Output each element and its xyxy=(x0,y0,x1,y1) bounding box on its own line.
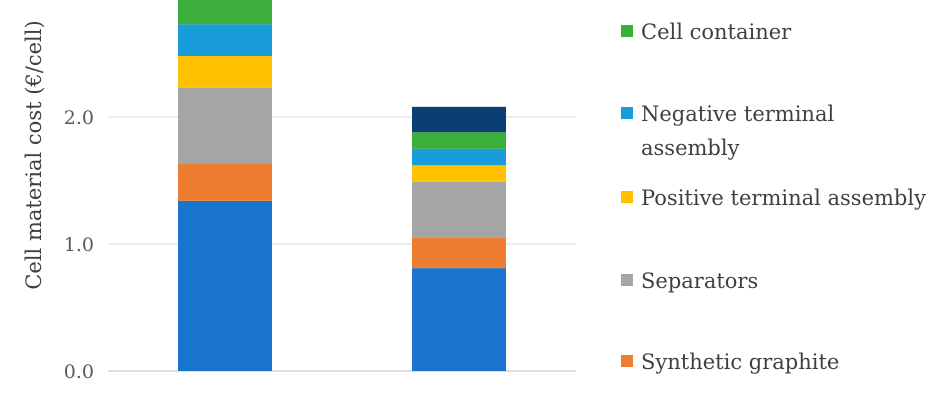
bar-segment-base xyxy=(412,268,506,371)
legend-label-separators: Separators xyxy=(641,269,758,293)
legend-swatch-separators xyxy=(621,274,633,286)
bar-segment-base xyxy=(178,200,272,371)
legend-swatch-negative-terminal-assembly xyxy=(621,107,633,119)
bar-segment-separators xyxy=(412,181,506,238)
y-tick-label: 0.0 xyxy=(64,361,94,383)
bar-segment-positive-terminal-assembly xyxy=(412,165,506,182)
y-axis-title: Cell material cost (€/cell) xyxy=(22,20,46,289)
bar-segment-negative-terminal-assembly xyxy=(412,148,506,166)
bar-segment-cell-container xyxy=(178,0,272,25)
bar-segment-top xyxy=(412,106,506,133)
bar-segment-separators xyxy=(178,87,272,164)
legend-swatch-cell-container xyxy=(621,25,633,37)
y-tick-labels: 0.0 1.0 2.0 xyxy=(64,107,94,383)
legend-label-cell-container: Cell container xyxy=(641,20,792,44)
legend-label-negative-terminal-assembly: Negative terminal assembly xyxy=(641,102,834,160)
bar-segment-synthetic-graphite xyxy=(178,163,272,201)
bar-segment-cell-container xyxy=(412,132,506,149)
legend-label-positive-terminal-assembly: Positive terminal assembly xyxy=(641,186,926,210)
bar-segment-synthetic-graphite xyxy=(412,237,506,269)
y-tick-label: 1.0 xyxy=(64,234,94,256)
y-tick-label: 2.0 xyxy=(64,107,94,129)
legend-swatch-positive-terminal-assembly xyxy=(621,191,633,203)
bar-segment-positive-terminal-assembly xyxy=(178,56,272,88)
legend-label-synthetic-graphite: Synthetic graphite xyxy=(641,350,839,374)
bar-segment-negative-terminal-assembly xyxy=(178,24,272,57)
legend-swatch-synthetic-graphite xyxy=(621,355,633,367)
bars xyxy=(178,0,506,371)
legend: Cell container Negative terminal assembly P… xyxy=(621,20,926,374)
